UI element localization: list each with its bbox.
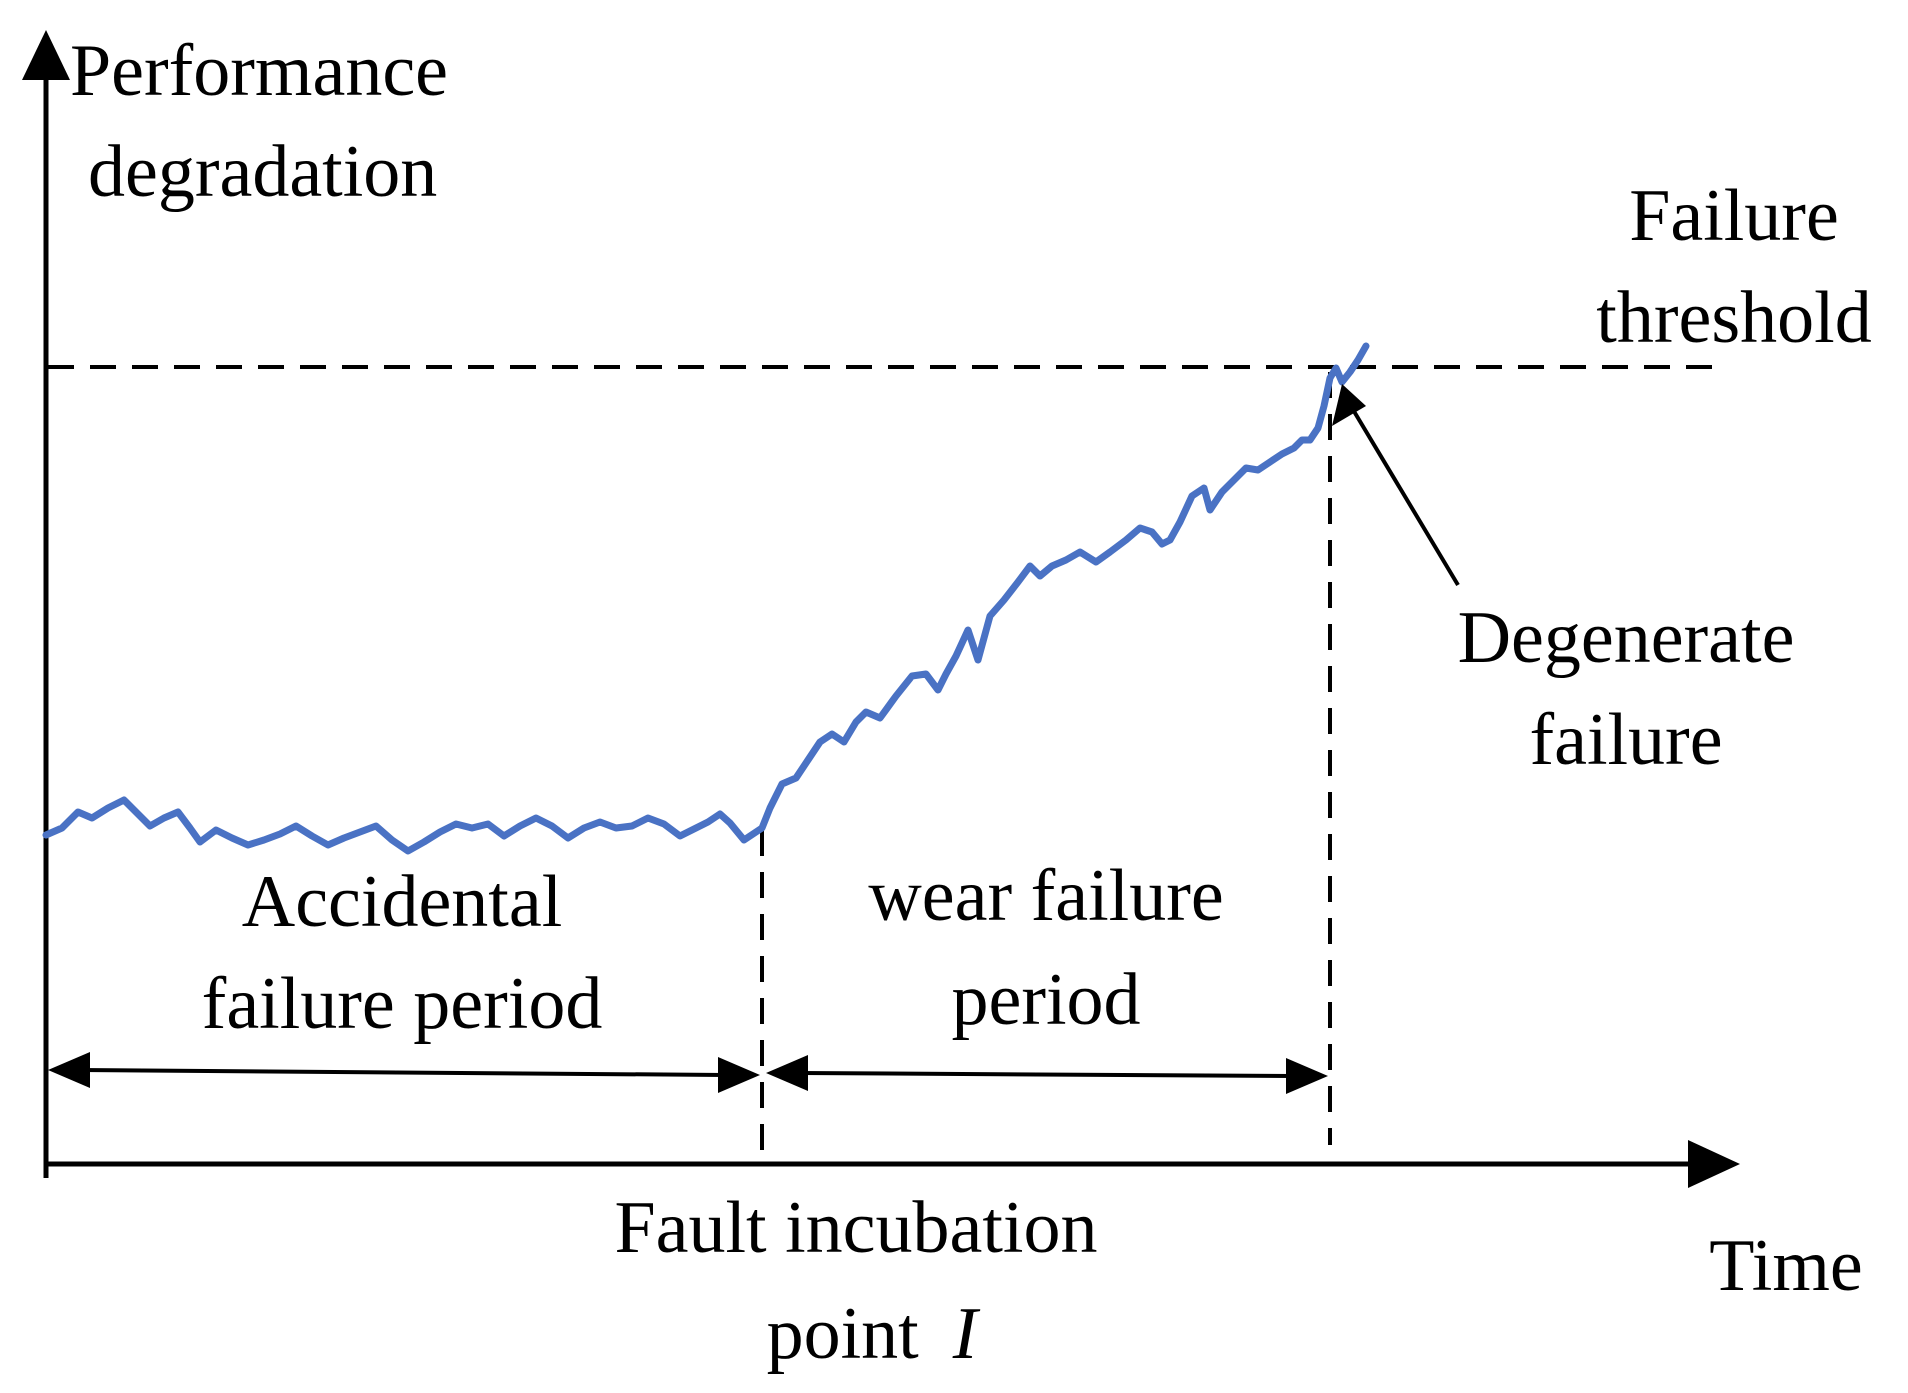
fault-incubation-label-line2: point I <box>767 1293 981 1375</box>
degenerate-failure-label-line1: Degenerate <box>1458 597 1795 679</box>
y-axis-label-line1: Performance <box>70 30 448 112</box>
degenerate-failure-arrow-line <box>1350 406 1460 587</box>
y-axis-arrowhead <box>22 30 70 80</box>
y-axis-label-line2: degradation <box>88 131 437 213</box>
degradation-curve <box>42 342 1370 855</box>
fault-incubation-label-line1: Fault incubation <box>615 1187 1098 1269</box>
wear-period-label-line1: wear failure <box>868 855 1223 937</box>
degenerate-failure-label-line2: failure <box>1529 699 1722 781</box>
threshold-label-line1: Failure <box>1629 175 1839 257</box>
degenerate-failure-arrowhead <box>1332 384 1366 426</box>
wear-period-label-line2: period <box>951 959 1140 1041</box>
fault-incubation-point-word: point <box>767 1293 920 1375</box>
accidental-period-label-line1: Accidental <box>242 861 563 943</box>
x-axis-label: Time <box>1709 1225 1863 1307</box>
accidental-period-arrowhead-right <box>718 1057 760 1093</box>
accidental-period-label-line2: failure period <box>202 963 603 1045</box>
wear-period-arrowhead-right <box>1286 1058 1328 1094</box>
accidental-period-arrow-line <box>79 1068 725 1077</box>
wear-period-arrowhead-left <box>766 1055 808 1091</box>
fault-incubation-point-symbol: I <box>952 1293 981 1375</box>
accidental-period-arrowhead-left <box>48 1052 90 1088</box>
threshold-label-line2: threshold <box>1596 277 1871 359</box>
x-axis-arrowhead <box>1688 1140 1740 1188</box>
wear-period-arrow-line <box>799 1071 1293 1078</box>
